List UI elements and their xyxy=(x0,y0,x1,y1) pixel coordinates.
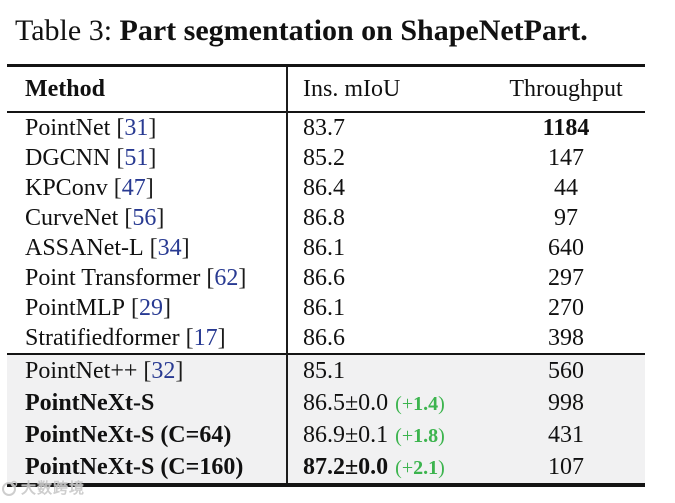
citation-ref: [29] xyxy=(131,294,172,321)
method-cell: PointNeXt-S (C=160) xyxy=(25,453,244,480)
throughput-cell: 297 xyxy=(548,264,584,291)
section-pointnext-highlight: PointNet++ [32] 85.1 560 PointNeXt-S 86.5… xyxy=(7,353,645,483)
header-ins-miou: Ins. mIoU xyxy=(303,75,401,102)
method-cell: Point Transformer [62] xyxy=(25,264,247,291)
header-method: Method xyxy=(25,75,105,102)
watermark-logo-icon xyxy=(2,480,18,496)
table-row: PointNet++ [32] 85.1 560 xyxy=(7,355,645,387)
citation-ref: [34] xyxy=(149,234,190,261)
throughput-cell: 44 xyxy=(554,174,578,201)
miou-cell: 85.2 xyxy=(303,144,345,171)
table-row: PointMLP [29] 86.1 270 xyxy=(7,293,645,323)
method-cell: DGCNN [51] xyxy=(25,144,157,171)
delta-badge: (+1.8) xyxy=(395,424,445,447)
throughput-cell: 1184 xyxy=(542,114,590,141)
method-cell: ASSANet-L [34] xyxy=(25,234,190,261)
miou-cell: 86.1 xyxy=(303,294,345,321)
table-row: CurveNet [56] 86.8 97 xyxy=(7,203,645,233)
table-row: Point Transformer [62] 86.6 297 xyxy=(7,263,645,293)
table-row: Stratifiedformer [17] 86.6 398 xyxy=(7,323,645,353)
table-row: PointNeXt-S (C=64) 86.9±0.1 (+1.8) 431 xyxy=(7,419,645,451)
throughput-cell: 560 xyxy=(548,357,584,384)
table-caption: Table 3: Part segmentation on ShapeNetPa… xyxy=(15,13,675,49)
caption-prefix: Table 3: xyxy=(15,14,120,47)
miou-cell: 86.9±0.1 (+1.8) xyxy=(303,421,445,448)
throughput-cell: 640 xyxy=(548,234,584,261)
column-divider-rule xyxy=(286,67,288,483)
watermark-text: 大数跨境 xyxy=(21,480,86,497)
miou-cell: 86.4 xyxy=(303,174,345,201)
throughput-cell: 398 xyxy=(548,324,584,351)
miou-cell: 86.6 xyxy=(303,264,345,291)
table-row: DGCNN [51] 85.2 147 xyxy=(7,143,645,173)
miou-cell: 86.6 xyxy=(303,324,345,351)
throughput-cell: 97 xyxy=(554,204,578,231)
citation-ref: [32] xyxy=(143,357,184,384)
method-cell: CurveNet [56] xyxy=(25,204,165,231)
table-row: KPConv [47] 86.4 44 xyxy=(7,173,645,203)
miou-cell: 86.1 xyxy=(303,234,345,261)
throughput-cell: 270 xyxy=(548,294,584,321)
miou-cell: 86.8 xyxy=(303,204,345,231)
method-cell: PointNeXt-S xyxy=(25,389,155,416)
throughput-cell: 431 xyxy=(548,421,584,448)
citation-ref: [47] xyxy=(113,174,154,201)
throughput-cell: 998 xyxy=(548,389,584,416)
miou-cell: 87.2±0.0 (+2.1) xyxy=(303,453,445,480)
delta-badge: (+1.4) xyxy=(395,392,445,415)
table-header-row: Method Ins. mIoU Throughput xyxy=(7,67,645,113)
throughput-cell: 107 xyxy=(548,453,584,480)
section-prior-methods: PointNet [31] 83.7 1184 DGCNN [51] 85.2 14… xyxy=(7,113,645,353)
throughput-cell: 147 xyxy=(548,144,584,171)
citation-ref: [31] xyxy=(116,114,157,141)
method-cell: PointNet [31] xyxy=(25,114,157,141)
miou-cell: 85.1 xyxy=(303,357,345,384)
method-cell: PointNeXt-S (C=64) xyxy=(25,421,232,448)
method-cell: PointMLP [29] xyxy=(25,294,172,321)
table-row: PointNeXt-S (C=160) 87.2±0.0 (+2.1) 107 xyxy=(7,451,645,483)
results-table: Method Ins. mIoU Throughput PointNet [31]… xyxy=(7,64,645,487)
method-cell: KPConv [47] xyxy=(25,174,154,201)
watermark: 大数跨境 xyxy=(2,477,85,498)
table-row: ASSANet-L [34] 86.1 640 xyxy=(7,233,645,263)
caption-title: Part segmentation on ShapeNetPart. xyxy=(119,14,588,47)
citation-ref: [51] xyxy=(116,144,157,171)
method-cell: PointNet++ [32] xyxy=(25,357,184,384)
miou-cell: 83.7 xyxy=(303,114,345,141)
citation-ref: [62] xyxy=(206,264,247,291)
table-row: PointNeXt-S 86.5±0.0 (+1.4) 998 xyxy=(7,387,645,419)
citation-ref: [17] xyxy=(185,324,226,351)
method-cell: Stratifiedformer [17] xyxy=(25,324,226,351)
citation-ref: [56] xyxy=(124,204,165,231)
delta-badge: (+2.1) xyxy=(395,456,445,479)
table-row: PointNet [31] 83.7 1184 xyxy=(7,113,645,143)
header-throughput: Throughput xyxy=(509,75,623,102)
miou-cell: 86.5±0.0 (+1.4) xyxy=(303,389,445,416)
